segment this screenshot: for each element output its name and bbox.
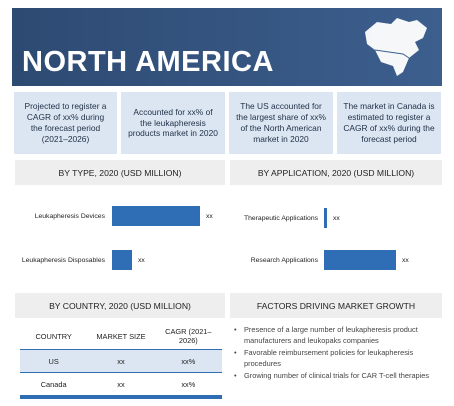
category-label: Research Applications <box>251 257 319 264</box>
table-header: COUNTRY MARKET SIZE CAGR (2021–2026) <box>20 323 222 349</box>
table-cell: xx% <box>181 379 196 389</box>
highlight: The market in Canada is estimated to reg… <box>337 92 441 154</box>
value-label: xx <box>206 213 213 220</box>
table-cell: xx <box>117 356 125 366</box>
bar <box>112 206 200 226</box>
value-label: xx <box>402 257 409 264</box>
section-title: FACTORS DRIVING MARKET GROWTH <box>230 293 442 318</box>
bar <box>324 208 327 228</box>
chart: Leukapheresis Devices xx Leukapheresis Dis… <box>22 206 213 270</box>
highlight: Accounted for xx% of the leukapheresis p… <box>121 92 225 154</box>
bar <box>324 250 396 270</box>
header-title: NORTH AMERICA <box>22 46 274 78</box>
table-cell: xx% <box>181 356 196 366</box>
section-title: BY TYPE, 2020 (USD MILLION) <box>15 160 225 185</box>
factor-list: Presence of a large number of leukaphere… <box>232 324 437 382</box>
table-cell: Canada <box>40 379 67 389</box>
factor-item: Growing number of clinical trials for CA… <box>232 370 437 382</box>
category-label: Leukapheresis Disposables <box>22 257 106 264</box>
column-header: MARKET SIZE <box>96 331 146 341</box>
column-header: COUNTRY <box>35 331 72 341</box>
table-row: Canada xx xx% <box>20 372 222 399</box>
column-header: CAGR (2021–2026) <box>165 327 212 345</box>
map-icon <box>365 18 427 76</box>
value-label: xx <box>138 257 145 264</box>
chart: Therapeutic Applications xx Research Appli… <box>244 208 409 270</box>
country-table: COUNTRY MARKET SIZE CAGR (2021–2026) US … <box>20 323 222 399</box>
factor-item: Favorable reimbursement policies for leu… <box>232 347 437 370</box>
category-label: Therapeutic Applications <box>244 215 319 222</box>
highlight: Projected to register a CAGR of xx% duri… <box>14 92 117 154</box>
category-label: Leukapheresis Devices <box>35 213 106 220</box>
value-label: xx <box>333 215 340 222</box>
section-title: BY COUNTRY, 2020 (USD MILLION) <box>15 293 225 318</box>
highlight: The US accounted for the largest share o… <box>229 92 333 154</box>
section-title: BY APPLICATION, 2020 (USD MILLION) <box>230 160 442 185</box>
table-cell: US <box>48 356 59 366</box>
factor-item: Presence of a large number of leukaphere… <box>232 324 437 347</box>
bar <box>112 250 132 270</box>
table-row: US xx xx% <box>20 349 222 372</box>
header-banner: NORTH AMERICA <box>12 8 442 86</box>
table-cell: xx <box>117 379 125 389</box>
